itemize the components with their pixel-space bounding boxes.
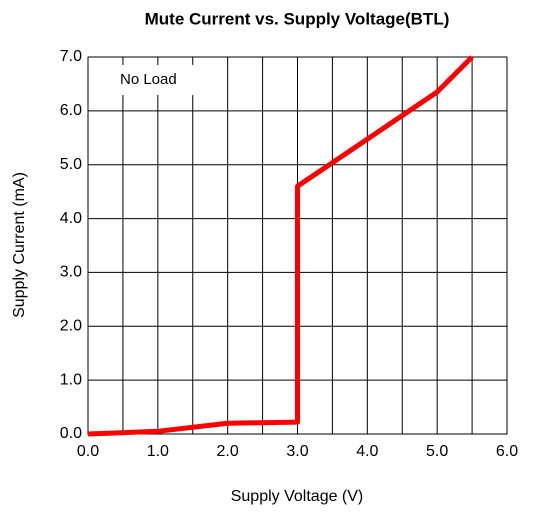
x-tick-label: 4.0: [356, 443, 378, 460]
chart-title: Mute Current vs. Supply Voltage(BTL): [145, 9, 450, 28]
y-tick-label: 7.0: [60, 48, 82, 65]
y-axis-label: Supply Current (mA): [11, 172, 28, 318]
line: [87, 55, 474, 437]
annotation: No Load: [120, 71, 177, 88]
x-tick-label: 5.0: [426, 443, 448, 460]
y-tick-label: 3.0: [60, 264, 82, 281]
y-tick-label: 2.0: [60, 318, 82, 335]
y-tick-label: 5.0: [60, 156, 82, 173]
x-tick-label: 2.0: [217, 443, 239, 460]
annotation-box: [108, 65, 198, 95]
x-tick-label: 6.0: [496, 443, 518, 460]
y-tick-label: 0.0: [60, 425, 82, 442]
x-axis-label: Supply Voltage (V): [231, 488, 364, 505]
x-tick-label: 1.0: [147, 443, 169, 460]
y-tick-label: 6.0: [60, 102, 82, 119]
y-tick-label: 1.0: [60, 371, 82, 388]
x-tick-label: 3.0: [286, 443, 308, 460]
y-tick-label: 4.0: [60, 210, 82, 227]
x-tick-label: 0.0: [77, 443, 99, 460]
